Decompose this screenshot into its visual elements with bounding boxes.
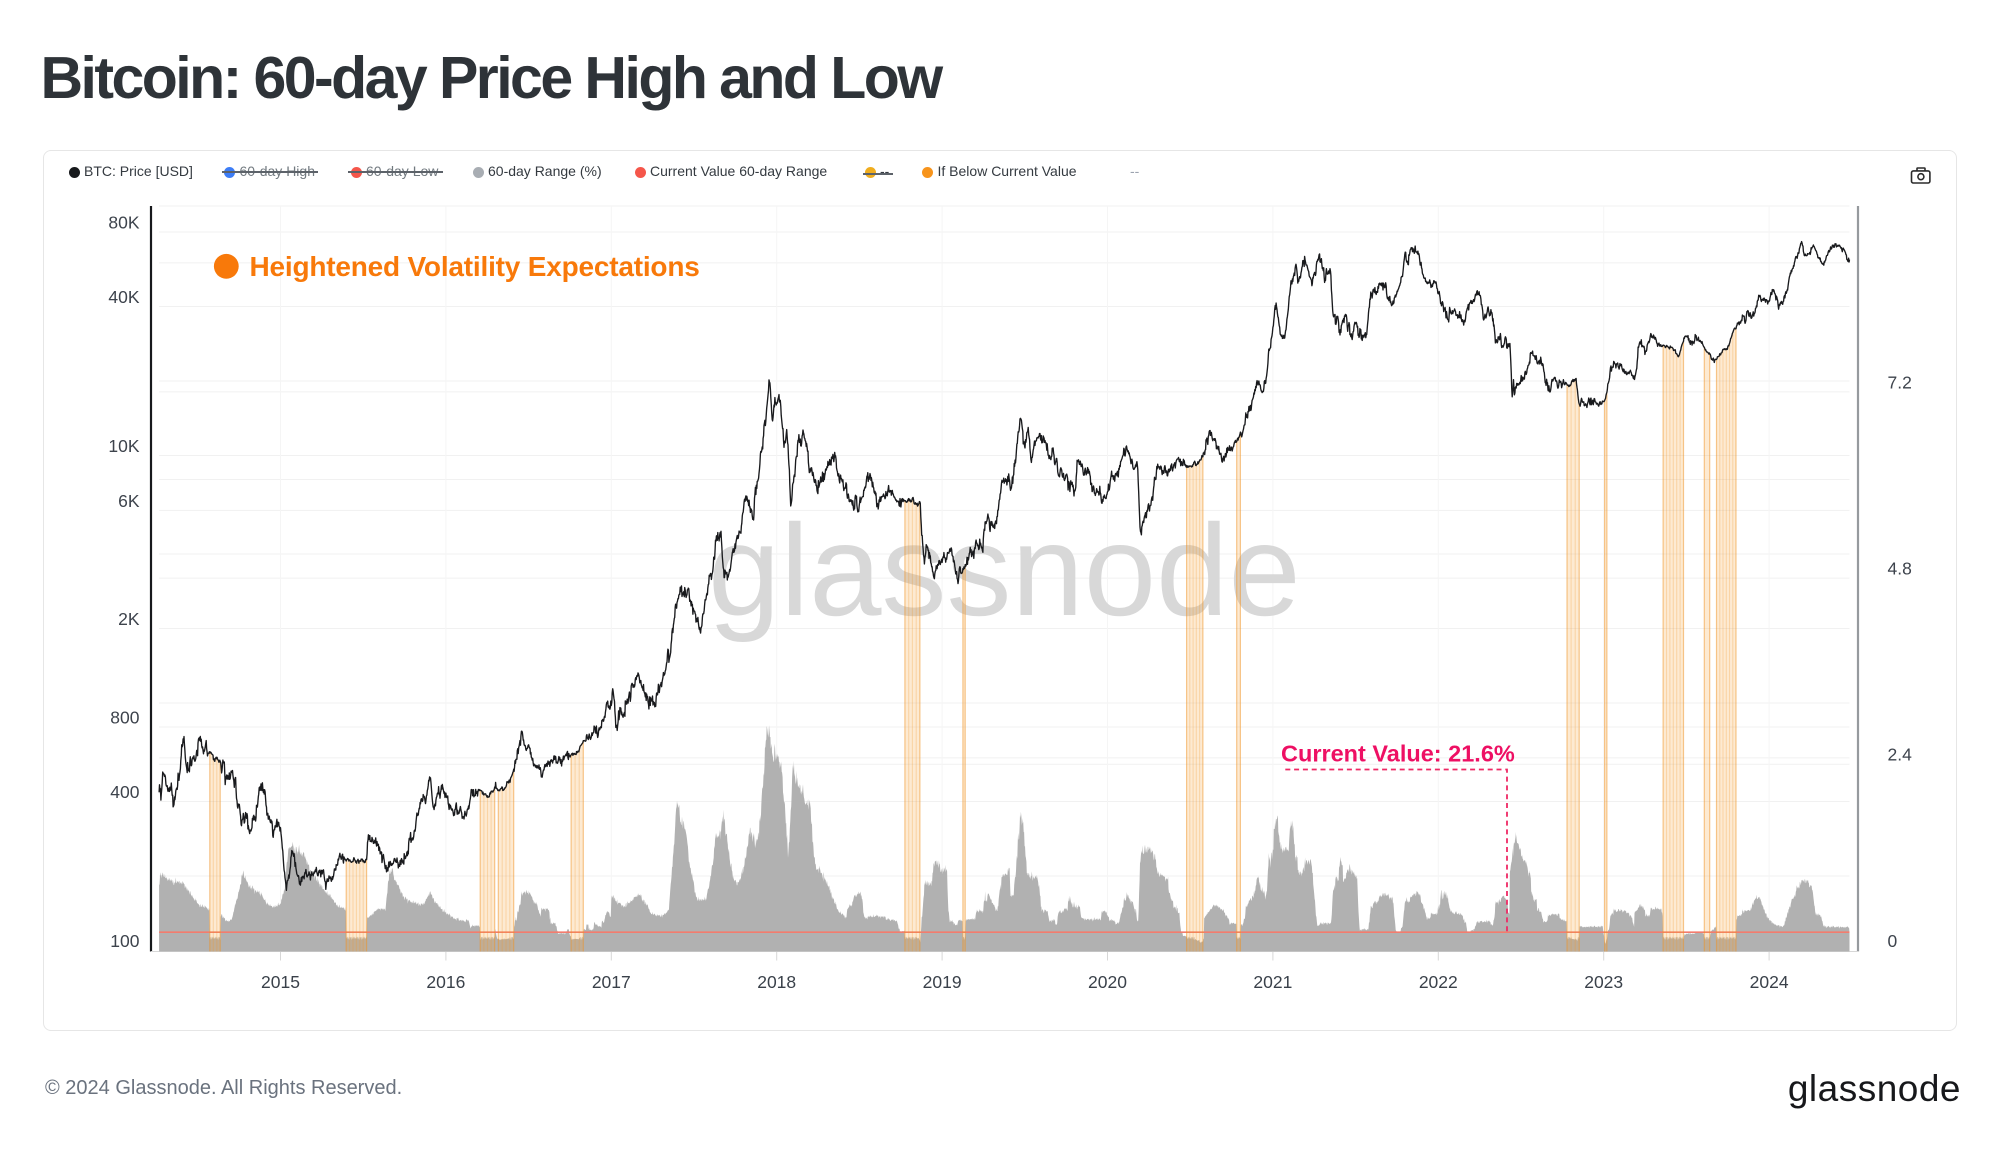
svg-text:Heightened Volatility Expectat: Heightened Volatility Expectations <box>250 251 700 282</box>
svg-text:6K: 6K <box>118 491 140 511</box>
svg-text:2023: 2023 <box>1584 972 1623 992</box>
svg-text:Current Value: 21.6%: Current Value: 21.6% <box>1281 741 1515 767</box>
svg-text:4.8: 4.8 <box>1888 559 1912 579</box>
svg-text:80K: 80K <box>108 212 139 232</box>
svg-text:2018: 2018 <box>757 972 796 992</box>
svg-text:7.2: 7.2 <box>1888 372 1912 392</box>
svg-text:10K: 10K <box>108 436 139 456</box>
svg-text:2016: 2016 <box>426 972 465 992</box>
svg-text:2019: 2019 <box>923 972 962 992</box>
svg-text:400: 400 <box>110 782 139 802</box>
svg-text:2022: 2022 <box>1419 972 1458 992</box>
svg-text:2021: 2021 <box>1253 972 1292 992</box>
svg-text:2020: 2020 <box>1088 972 1127 992</box>
svg-text:40K: 40K <box>108 287 139 307</box>
svg-text:2K: 2K <box>118 609 140 629</box>
svg-text:0: 0 <box>1888 931 1898 951</box>
svg-text:2017: 2017 <box>592 972 631 992</box>
svg-text:2024: 2024 <box>1750 972 1789 992</box>
svg-text:glassnode: glassnode <box>708 497 1301 643</box>
svg-text:2015: 2015 <box>261 972 300 992</box>
svg-text:800: 800 <box>110 707 139 727</box>
svg-text:100: 100 <box>110 931 139 951</box>
svg-text:2.4: 2.4 <box>1888 745 1913 765</box>
